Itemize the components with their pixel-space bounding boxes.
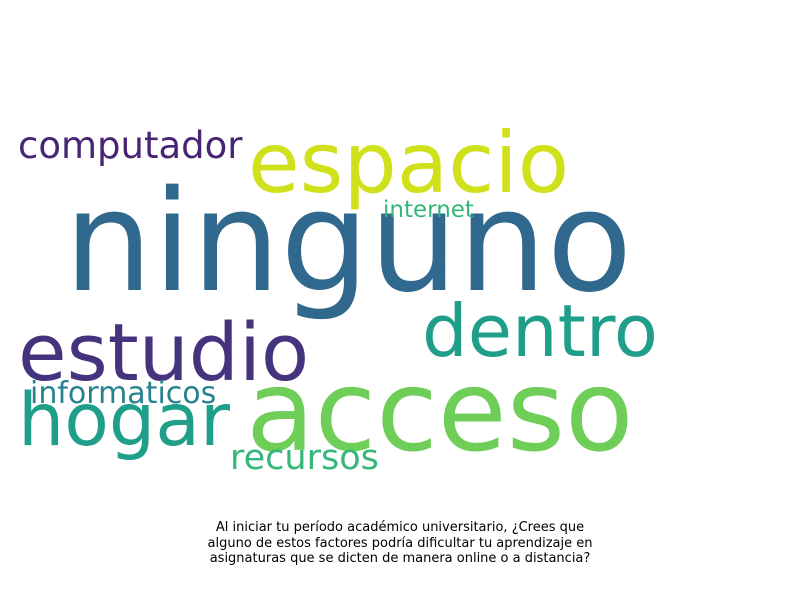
word-acceso: acceso <box>246 347 634 477</box>
question-caption: Al iniciar tu período académico universi… <box>207 520 593 567</box>
word-cloud: computador espacio ninguno internet dent… <box>18 114 658 478</box>
word-informaticos: informaticos <box>30 376 217 411</box>
word-computador: computador <box>18 124 243 167</box>
word-dentro: dentro <box>422 289 658 373</box>
word-ninguno: ninguno <box>64 161 633 324</box>
word-recursos: recursos <box>230 438 379 478</box>
word-estudio: estudio <box>18 307 310 399</box>
word-hogar: hogar <box>18 378 231 463</box>
word-internet: internet <box>383 197 474 223</box>
word-espacio: espacio <box>248 114 570 212</box>
